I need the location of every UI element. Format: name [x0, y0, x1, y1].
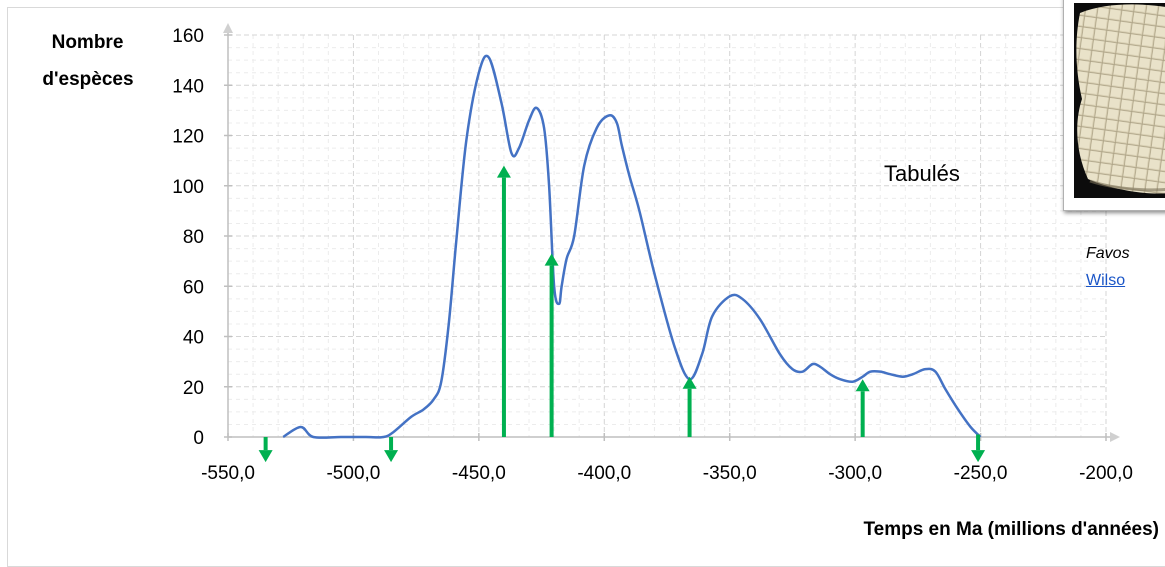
x-axis-arrowhead: [1110, 432, 1120, 442]
x-tick-label: -300,0: [828, 463, 882, 484]
y-tick-label: 160: [172, 26, 204, 47]
y-tick-label: 120: [172, 127, 204, 148]
event-arrow-head: [384, 450, 399, 463]
fossil-image: [1074, 3, 1165, 198]
axis-layer: [223, 23, 1120, 442]
x-tick-label: -200,0: [1079, 463, 1133, 484]
arrow-layer: [258, 165, 986, 463]
annotation-tabules: Tabulés: [884, 161, 960, 186]
event-arrow-head: [682, 376, 697, 389]
x-tick-label: -400,0: [577, 463, 631, 484]
series-line: [282, 54, 982, 439]
event-arrow-head: [258, 450, 273, 463]
fossil-photo: [1063, 0, 1165, 211]
event-arrow-head: [855, 379, 870, 392]
y-tick-label: 60: [183, 277, 204, 298]
y-tick-label: 100: [172, 177, 204, 198]
series-layer: [282, 54, 982, 439]
grid-layer: [227, 34, 1107, 438]
event-arrow-head: [496, 165, 511, 178]
x-tick-label: -500,0: [326, 463, 380, 484]
y-axis-title-line-2: d'espèces: [42, 69, 134, 90]
photo-caption-name: Favos: [1086, 245, 1130, 262]
y-tick-label: 40: [183, 328, 204, 349]
y-axis-title-line-1: Nombre: [51, 32, 124, 53]
x-tick-label: -250,0: [954, 463, 1008, 484]
x-tick-label: -550,0: [201, 463, 255, 484]
y-tick-label: 140: [172, 76, 204, 97]
x-tick-label: -350,0: [703, 463, 757, 484]
x-tick-label: -450,0: [452, 463, 506, 484]
event-arrow-head: [544, 253, 559, 266]
y-tick-label: 80: [183, 227, 204, 248]
tick-layer: -550,0 -500,0 -450,0 -400,0 -350,0 -300,0 -250…: [172, 26, 1133, 484]
x-axis-title: Temps en Ma (millions d'années): [863, 519, 1159, 540]
photo-caption-credit-link[interactable]: Wilso: [1086, 272, 1126, 289]
y-axis-arrowhead: [223, 23, 233, 33]
y-tick-label: 20: [183, 378, 204, 399]
event-arrow-head: [971, 450, 986, 463]
y-tick-label: 0: [193, 428, 204, 449]
